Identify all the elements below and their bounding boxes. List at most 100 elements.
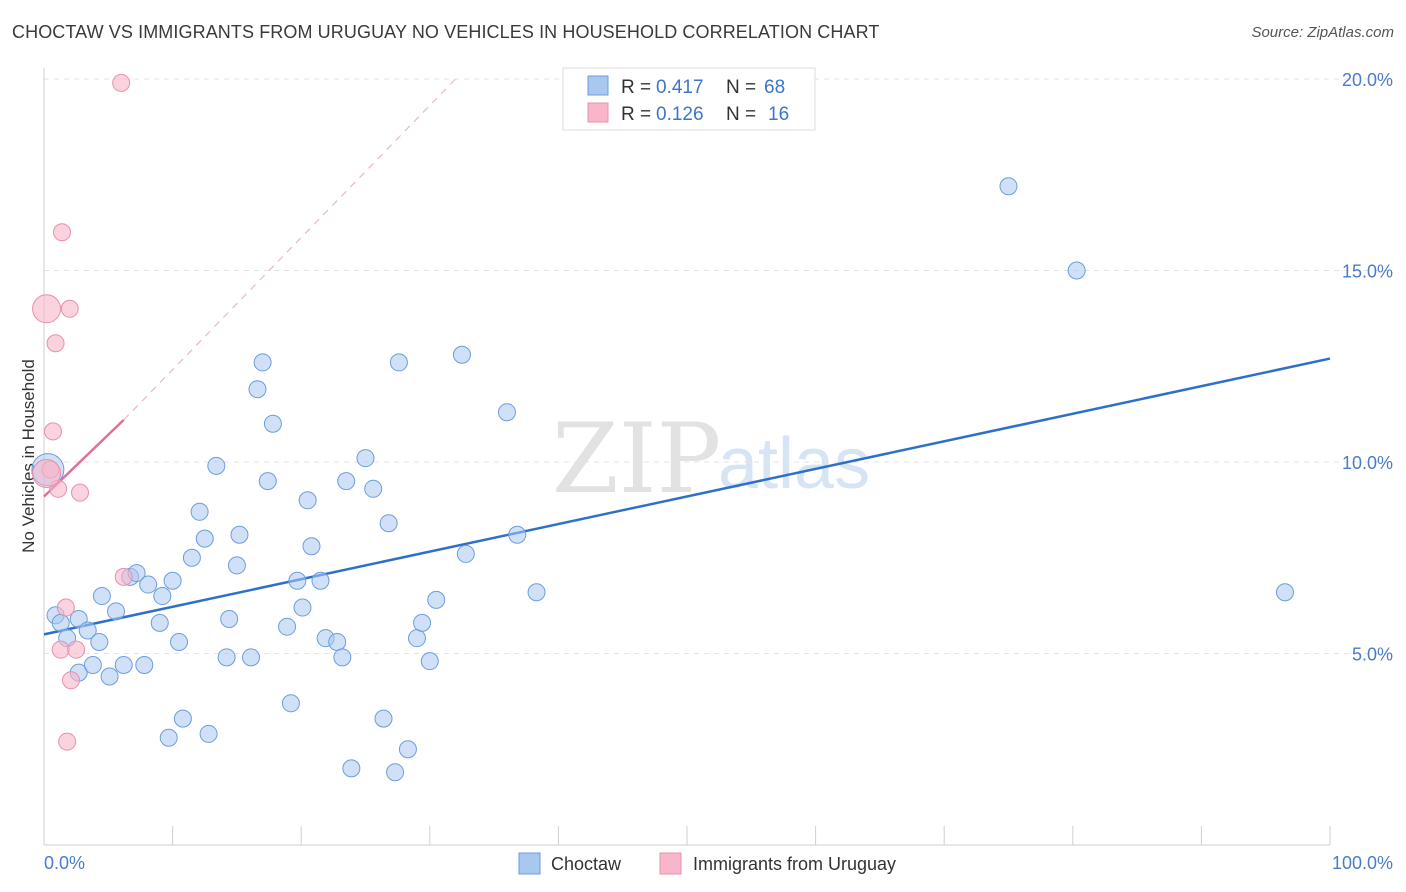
point-choctaw [420, 652, 439, 671]
point-choctaw [220, 610, 239, 629]
point-choctaw [281, 694, 300, 713]
point-choctaw [253, 353, 272, 372]
point-uruguay [62, 671, 81, 690]
point-choctaw [173, 709, 192, 728]
point-choctaw [139, 575, 158, 594]
point-choctaw [182, 548, 201, 567]
point-choctaw [333, 648, 352, 667]
point-choctaw [217, 648, 236, 667]
legend-n-value-1: 68 [764, 77, 785, 98]
point-uruguay [44, 422, 63, 441]
point-choctaw [258, 472, 277, 491]
point-uruguay [112, 73, 131, 92]
point-choctaw [356, 449, 375, 468]
y-tick-label-5: 5.0% [1352, 645, 1393, 665]
y-tick-label-10: 10.0% [1342, 453, 1393, 473]
point-choctaw [413, 613, 432, 632]
legend-swatch-uruguay [587, 102, 609, 123]
point-choctaw [150, 613, 169, 632]
point-choctaw [100, 667, 119, 686]
point-choctaw [248, 380, 267, 399]
point-uruguay [51, 640, 70, 659]
point-choctaw [107, 602, 126, 621]
legend-n-label-1: N = [726, 77, 756, 98]
point-uruguay [53, 223, 72, 242]
point-uruguay [32, 458, 62, 488]
point-uruguay [32, 294, 62, 324]
legend-r-label-2: R = [621, 104, 651, 125]
trend-lines [43, 78, 1331, 636]
trend-extension-uruguay [123, 78, 456, 421]
point-choctaw [311, 571, 330, 590]
point-uruguay [56, 598, 75, 617]
point-choctaw [207, 456, 226, 475]
point-choctaw [342, 759, 361, 778]
point-uruguay [67, 640, 86, 659]
point-choctaw [379, 514, 398, 533]
point-uruguay [60, 299, 79, 318]
legend-r-value-2: 0.126 [656, 104, 704, 125]
x-tick-label-max: 100.0% [1332, 853, 1393, 873]
point-choctaw [170, 633, 189, 652]
gridlines [44, 78, 1393, 654]
point-choctaw [195, 529, 214, 548]
stats-legend: R = 0.417 N = 68 R = 0.126 N = 16 [562, 67, 816, 131]
point-choctaw [51, 613, 70, 632]
series-legend: Choctaw Immigrants from Uruguay [518, 852, 896, 875]
point-choctaw [190, 502, 209, 521]
point-choctaw [90, 633, 109, 652]
point-uruguay [58, 732, 77, 751]
chart-title: CHOCTAW VS IMMIGRANTS FROM URUGUAY NO VE… [12, 22, 880, 42]
point-choctaw [159, 728, 178, 747]
legend-n-label-2: N = [726, 104, 756, 125]
point-uruguay [71, 483, 90, 502]
point-choctaw [163, 571, 182, 590]
bottom-legend-label-uruguay: Immigrants from Uruguay [693, 854, 896, 874]
point-choctaw [83, 655, 102, 674]
point-choctaw [263, 414, 282, 433]
point-choctaw [398, 740, 417, 759]
legend-r-label-1: R = [621, 77, 651, 98]
point-choctaw [456, 544, 475, 563]
watermark-zip: ZIP [552, 403, 721, 515]
y-axis-label: No Vehicles in Household [19, 359, 38, 553]
point-choctaw [288, 571, 307, 590]
point-choctaw [386, 763, 405, 782]
point-choctaw [328, 633, 347, 652]
point-choctaw [508, 525, 527, 544]
point-choctaw [364, 479, 383, 498]
point-choctaw [293, 598, 312, 617]
trend-line-choctaw [43, 357, 1331, 636]
point-choctaw [999, 177, 1018, 196]
x-tick-label-min: 0.0% [44, 853, 85, 873]
point-choctaw [337, 472, 356, 491]
point-choctaw [78, 621, 97, 640]
data-points [31, 73, 1294, 782]
point-choctaw [278, 617, 297, 636]
bottom-legend-label-choctaw: Choctaw [551, 854, 622, 874]
point-choctaw [1275, 583, 1294, 602]
point-choctaw [92, 587, 111, 606]
point-choctaw [199, 724, 218, 743]
point-choctaw [427, 590, 446, 609]
point-choctaw [374, 709, 393, 728]
y-tick-label-20: 20.0% [1342, 70, 1393, 90]
point-choctaw [242, 648, 261, 667]
point-choctaw [527, 583, 546, 602]
point-choctaw [497, 403, 516, 422]
point-choctaw [135, 655, 154, 674]
point-choctaw [114, 655, 133, 674]
legend-n-value-2: 16 [768, 104, 789, 125]
bottom-legend-swatch-uruguay [659, 852, 682, 875]
point-choctaw [452, 345, 471, 364]
point-choctaw [230, 525, 249, 544]
point-choctaw [389, 353, 408, 372]
point-uruguay [46, 334, 65, 353]
point-choctaw [302, 537, 321, 556]
source-credit: Source: ZipAtlas.com [1251, 24, 1394, 41]
legend-r-value-1: 0.417 [656, 77, 704, 98]
y-tick-label-15: 15.0% [1342, 262, 1393, 282]
point-choctaw [298, 491, 317, 510]
point-uruguay [114, 567, 133, 586]
